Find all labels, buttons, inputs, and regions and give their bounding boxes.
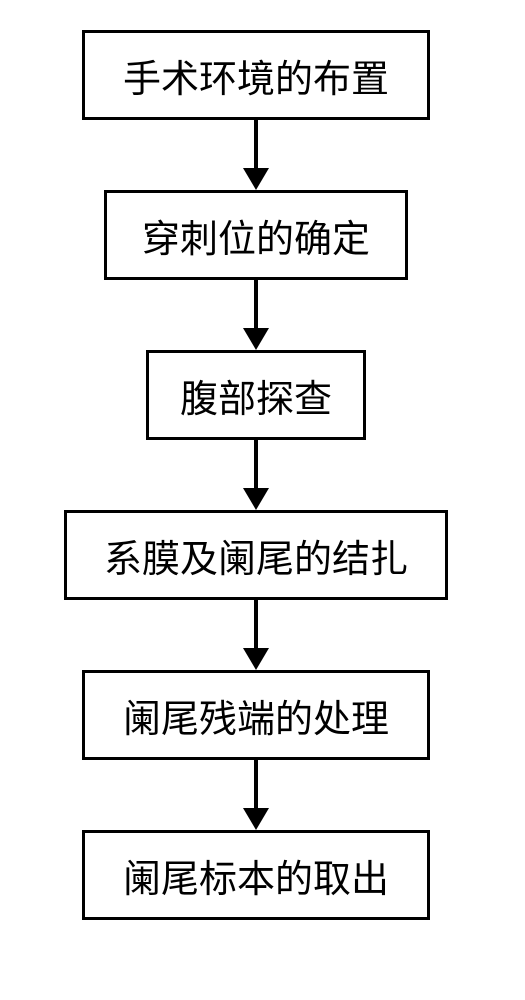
flow-node-label: 腹部探查 (180, 368, 332, 423)
flow-node-label: 系膜及阑尾的结扎 (104, 528, 408, 583)
flow-node-label: 阑尾标本的取出 (123, 848, 389, 903)
flow-node-6: 阑尾标本的取出 (82, 830, 430, 920)
flow-node-label: 阑尾残端的处理 (123, 688, 389, 743)
flow-arrow-5 (241, 760, 271, 830)
flow-node-4: 系膜及阑尾的结扎 (64, 510, 448, 600)
flow-node-label: 手术环境的布置 (123, 48, 389, 103)
flow-arrow-1 (241, 120, 271, 190)
flow-arrow-4 (241, 600, 271, 670)
flow-arrow-3 (241, 440, 271, 510)
flow-node-2: 穿刺位的确定 (104, 190, 408, 280)
flow-node-1: 手术环境的布置 (82, 30, 430, 120)
flow-node-3: 腹部探查 (146, 350, 366, 440)
flow-node-5: 阑尾残端的处理 (82, 670, 430, 760)
flow-arrow-2 (241, 280, 271, 350)
flowchart-container: 手术环境的布置 穿刺位的确定 腹部探查 系膜及阑尾的结扎 阑尾残端的处理 阑尾标… (0, 0, 525, 1000)
flow-node-label: 穿刺位的确定 (142, 208, 370, 263)
